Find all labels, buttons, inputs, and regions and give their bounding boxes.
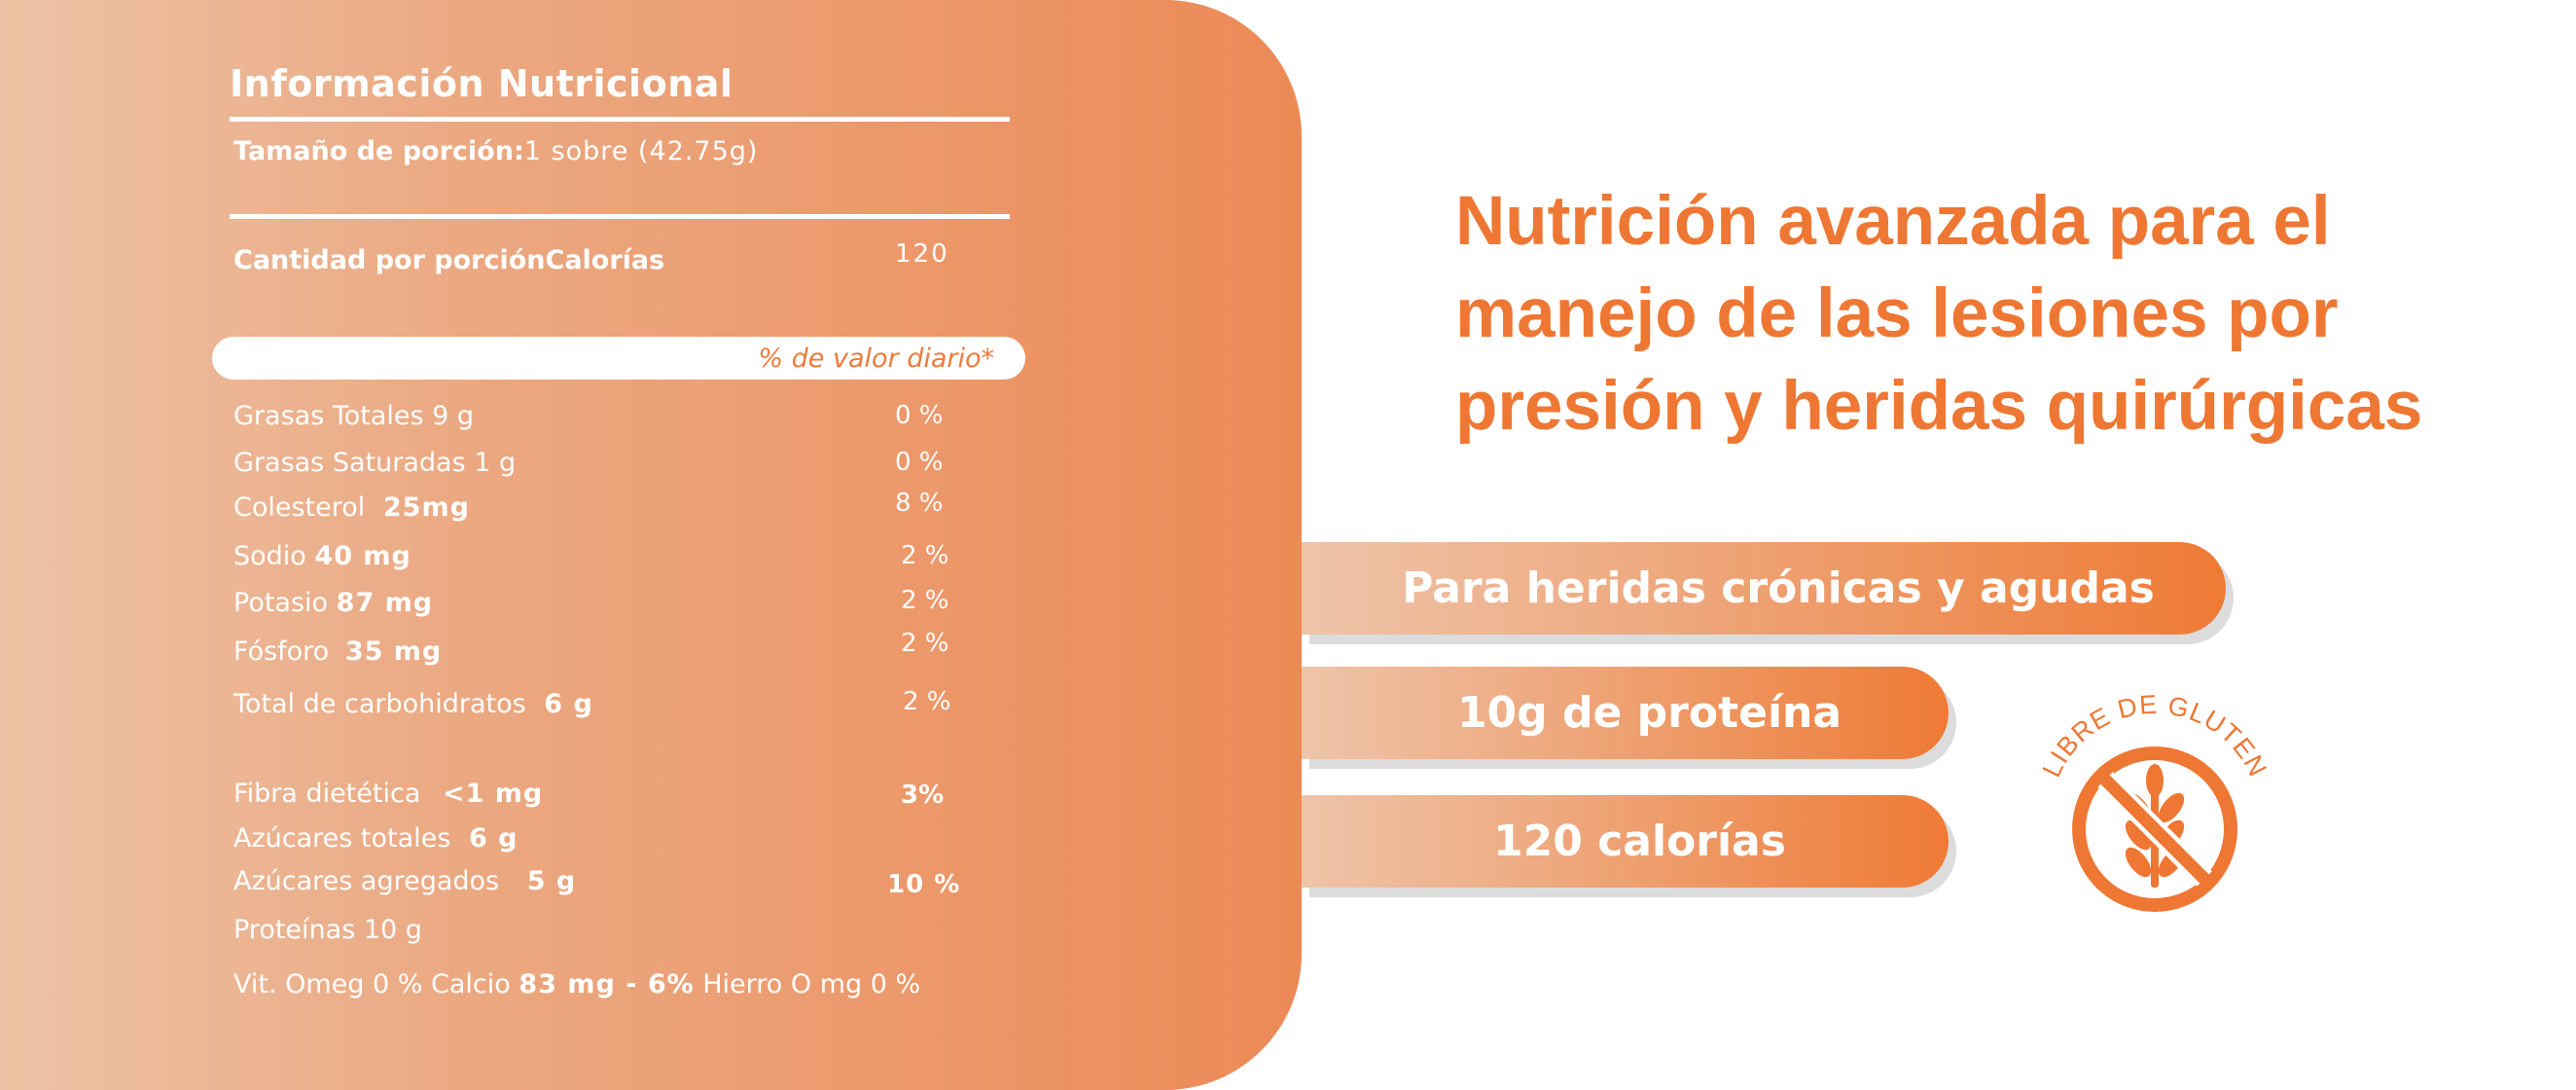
feature-pill-wounds: Para heridas crónicas y agudas [1302, 542, 2226, 635]
nutrient-row-phosphorus: Fósforo 35 mg [233, 636, 442, 667]
nutrient-dv: 8 % [895, 489, 944, 518]
headline: Nutrición avanzada para el manejo de las… [1455, 175, 2525, 453]
feature-pill-label: 120 calorías [1493, 817, 1786, 866]
amount-label: Cantidad por porción [233, 245, 546, 275]
nutrient-label: Potasio [233, 588, 329, 618]
nutrient-dv: 3% [901, 781, 945, 810]
serving-size: Tamaño de porción:1 sobre (42.75g) [233, 136, 758, 166]
nutrient-amount: 5 g [526, 866, 577, 896]
feature-pill-protein: 10g de proteína [1302, 667, 1949, 759]
headline-line: Nutrición avanzada para el [1455, 183, 2331, 260]
headline-line: presión y heridas quirúrgicas [1455, 368, 2423, 445]
nutrient-label: Grasas Saturadas 1 g [233, 448, 517, 478]
nutrient-label: Total de carbohidratos [233, 689, 526, 719]
nutrient-dv: 2 % [903, 687, 951, 716]
feature-pill-label: 10g de proteína [1456, 688, 1843, 738]
nutrient-amount: 87 mg [336, 588, 434, 618]
nutrient-amount: 6 g [468, 823, 519, 854]
nutrient-amount: 35 mg [344, 636, 443, 667]
headline-line: manejo de las lesiones por [1455, 275, 2339, 352]
wheat-crossed-icon [2072, 746, 2237, 912]
nutrient-row-total-fat: Grasas Totales 9 g [233, 401, 474, 431]
nutrient-row-cholesterol: Colesterol 25mg [233, 492, 470, 523]
nutrient-row-carbohydrates: Total de carbohidratos 6 g [233, 689, 593, 719]
nutrient-label: Azúcares totales [233, 823, 451, 854]
nutrient-label: Fósforo [233, 636, 330, 667]
calories-value: 120 [895, 239, 949, 269]
nutrition-facts-panel: Información Nutricional Tamaño de porció… [0, 0, 1302, 1090]
nutrient-label: Sodio [233, 541, 306, 571]
nutrient-dv: 10 % [887, 870, 961, 899]
calcium-value: 83 mg - 6% [519, 969, 695, 999]
nutrient-dv: 2 % [901, 541, 949, 570]
amount-per-serving: Cantidad por porciónCalorías [233, 245, 664, 275]
feature-pill-calories: 120 calorías [1302, 795, 1949, 888]
calories-label: Calorías [545, 245, 665, 275]
nutrient-amount: 6 g [544, 689, 593, 719]
nutrient-label: Grasas Totales 9 g [233, 401, 475, 431]
nutrient-amount: 40 mg [314, 541, 411, 571]
nutrient-label: Colesterol [233, 492, 366, 523]
nutrition-title: Información Nutricional [230, 62, 733, 105]
nutrient-label: Proteínas 10 g [233, 915, 422, 945]
vitamins-label: Vit. Omeg 0 % Calcio [233, 969, 511, 999]
serving-divider [230, 214, 1010, 219]
nutrient-dv: 0 % [895, 401, 944, 430]
daily-value-label: % de valor diario* [758, 344, 994, 374]
iron-label: Hierro O mg 0 % [702, 969, 921, 999]
daily-value-header: % de valor diario* [212, 337, 1025, 380]
nutrient-amount: 25mg [382, 492, 470, 523]
gluten-free-badge: LIBRE DE GLUTEN [2037, 690, 2272, 912]
nutrient-dv: 2 % [901, 629, 949, 658]
nutrient-row-total-sugars: Azúcares totales 6 g [233, 823, 518, 854]
nutrient-dv: 2 % [901, 586, 949, 615]
feature-pill-label: Para heridas crónicas y agudas [1402, 563, 2155, 613]
nutrient-row-added-sugars: Azúcares agregados 5 g [233, 866, 576, 896]
nutrient-label: Fibra dietética [233, 779, 421, 809]
nutrient-row-fiber: Fibra dietética <1 mg [233, 779, 543, 809]
serving-label: Tamaño de porción: [233, 136, 524, 166]
serving-value: 1 sobre (42.75g) [523, 136, 759, 166]
nutrient-row-potassium: Potasio 87 mg [233, 588, 433, 618]
nutrient-amount: <1 mg [442, 779, 544, 809]
nutrient-row-saturated-fat: Grasas Saturadas 1 g [233, 448, 516, 478]
vitamins-minerals-row: Vit. Omeg 0 % Calcio 83 mg - 6% Hierro O… [233, 969, 920, 999]
title-divider [230, 117, 1010, 122]
nutrient-dv: 0 % [895, 448, 944, 477]
nutrient-label: Azúcares agregados [233, 866, 500, 896]
nutrient-row-sodium: Sodio 40 mg [233, 541, 411, 571]
nutrient-row-protein: Proteínas 10 g [233, 915, 422, 945]
